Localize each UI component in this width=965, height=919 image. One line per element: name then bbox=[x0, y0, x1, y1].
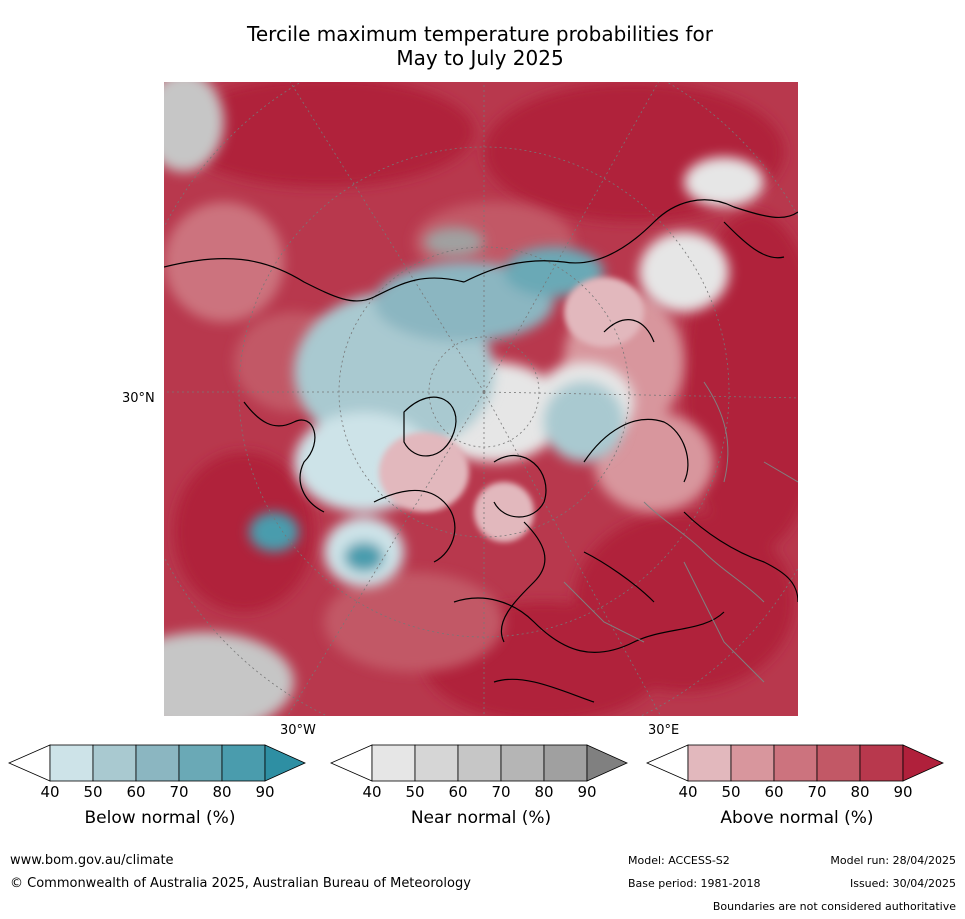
graticule bbox=[164, 82, 798, 716]
colorbar-above-tick: 60 bbox=[764, 783, 784, 801]
footer-website: www.bom.gov.au/climate bbox=[10, 853, 174, 868]
colorbar-near-tick: 60 bbox=[448, 783, 468, 801]
colorbar-above-tick: 50 bbox=[721, 783, 741, 801]
colorbar-near-tick: 90 bbox=[577, 783, 597, 801]
footer-model-run: Model run: 28/04/2025 bbox=[830, 854, 956, 867]
colorbar-near-tick: 40 bbox=[362, 783, 382, 801]
footer-model: Model: ACCESS-S2 bbox=[628, 854, 730, 867]
footer-base-period: Base period: 1981-2018 bbox=[628, 877, 761, 890]
colorbar-below-segment bbox=[221, 744, 266, 782]
colorbar-near-segment bbox=[543, 744, 588, 782]
colorbar-below-segment bbox=[92, 744, 137, 782]
colorbar-above-extend-high bbox=[902, 744, 944, 782]
probability-map bbox=[164, 82, 798, 716]
colorbar-above-segment bbox=[730, 744, 775, 782]
colorbar-below-graphic bbox=[8, 744, 306, 782]
colorbar-above-tick: 70 bbox=[807, 783, 827, 801]
colorbar-above-segment bbox=[687, 744, 732, 782]
longitude-label-30e: 30°E bbox=[648, 723, 680, 738]
colorbar-above-extend-low bbox=[646, 744, 689, 782]
colorbar-near-tick: 50 bbox=[405, 783, 425, 801]
colorbar-above-segment bbox=[859, 744, 904, 782]
colorbar-near-segment bbox=[414, 744, 459, 782]
colorbar-below-tick: 90 bbox=[255, 783, 275, 801]
colorbar-below-tick: 50 bbox=[83, 783, 103, 801]
colorbar-above-tick: 80 bbox=[850, 783, 870, 801]
colorbar-below-tick: 60 bbox=[126, 783, 146, 801]
colorbar-near-tick: 70 bbox=[491, 783, 511, 801]
map-title: Tercile maximum temperature probabilitie… bbox=[160, 22, 800, 70]
colorbar-near-graphic bbox=[330, 744, 628, 782]
colorbar-above-label: Above normal (%) bbox=[720, 808, 874, 828]
latitude-label-30n: 30°N bbox=[122, 391, 155, 406]
title-line-2: May to July 2025 bbox=[396, 46, 564, 70]
colorbar-above-tick: 40 bbox=[678, 783, 698, 801]
colorbar-below-tick: 80 bbox=[212, 783, 232, 801]
coastlines bbox=[164, 199, 798, 703]
colorbar-below-tick: 70 bbox=[169, 783, 189, 801]
colorbar-below-normal bbox=[8, 744, 310, 782]
colorbar-near-label: Near normal (%) bbox=[410, 808, 552, 828]
footer-copyright: © Commonwealth of Australia 2025, Austra… bbox=[10, 876, 471, 891]
colorbar-near-segment bbox=[500, 744, 545, 782]
footer-disclaimer: Boundaries are not considered authoritat… bbox=[712, 900, 956, 913]
colorbar-below-segment bbox=[135, 744, 180, 782]
colorbar-above-graphic bbox=[646, 744, 944, 782]
colorbar-near-segment bbox=[371, 744, 416, 782]
colorbar-below-extend-low bbox=[8, 744, 51, 782]
longitude-label-30w: 30°W bbox=[280, 723, 316, 738]
colorbar-near-normal bbox=[330, 744, 632, 782]
colorbar-above-segment bbox=[773, 744, 818, 782]
colorbar-below-extend-high bbox=[264, 744, 306, 782]
colorbar-above-normal bbox=[646, 744, 948, 782]
colorbar-below-segment bbox=[178, 744, 223, 782]
colorbar-above-tick: 90 bbox=[893, 783, 913, 801]
colorbar-below-tick: 40 bbox=[40, 783, 60, 801]
colorbar-near-extend-high bbox=[586, 744, 628, 782]
map-canvas bbox=[164, 82, 798, 716]
title-line-1: Tercile maximum temperature probabilitie… bbox=[247, 22, 713, 46]
colorbar-above-segment bbox=[816, 744, 861, 782]
colorbar-near-segment bbox=[457, 744, 502, 782]
colorbar-below-segment bbox=[49, 744, 94, 782]
below-normal-regions bbox=[249, 247, 624, 587]
country-borders bbox=[563, 381, 798, 683]
colorbar-near-extend-low bbox=[330, 744, 373, 782]
colorbar-near-tick: 80 bbox=[534, 783, 554, 801]
footer-issued: Issued: 30/04/2025 bbox=[849, 877, 956, 890]
colorbar-below-label: Below normal (%) bbox=[84, 808, 236, 828]
